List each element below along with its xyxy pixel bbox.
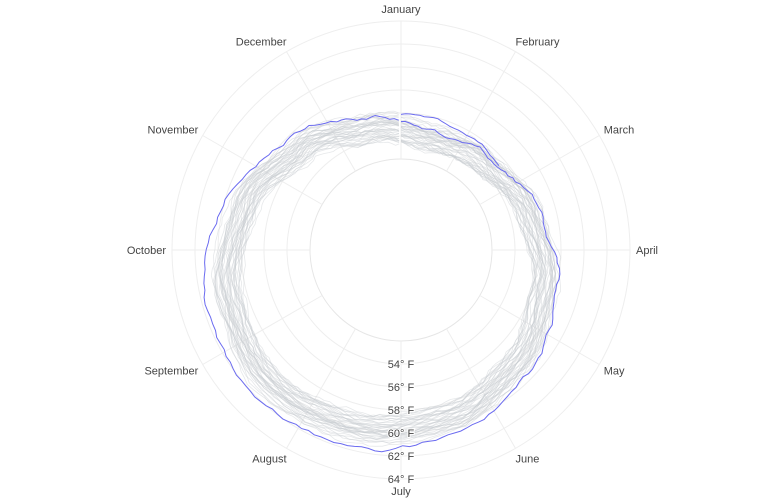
historical-trace: [232, 131, 545, 428]
grid-spoke: [479, 135, 600, 205]
highlighted-trace-continued: [400, 113, 500, 167]
historical-trace: [226, 120, 547, 433]
historical-trace: [218, 121, 553, 438]
month-label: August: [252, 454, 286, 466]
historical-trace: [214, 120, 554, 441]
radial-tick-label: 64° F: [388, 474, 415, 486]
historical-trace: [212, 111, 557, 447]
historical-trace: [233, 136, 538, 423]
historical-trace: [220, 121, 554, 434]
grid-spoke: [446, 328, 516, 449]
historical-trace: [229, 130, 541, 428]
radial-tick-label: 58° F: [388, 405, 415, 417]
historical-trace: [238, 133, 538, 418]
historical-trace: [233, 133, 541, 424]
month-label: April: [636, 245, 658, 257]
month-label: February: [516, 36, 561, 48]
historical-trace: [224, 129, 543, 428]
month-label: May: [604, 366, 625, 378]
historical-trace: [216, 114, 562, 441]
historical-trace: [234, 139, 538, 418]
historical-trace: [238, 134, 534, 425]
historical-trace: [221, 122, 553, 436]
grid-spoke: [479, 295, 600, 365]
historical-trace: [233, 135, 536, 420]
labels: January February March April May June July Augu…: [126, 3, 659, 499]
radial-tick-label: 54° F: [388, 359, 415, 371]
historical-trace: [219, 120, 552, 434]
historical-trace: [227, 130, 542, 429]
month-label: November: [148, 125, 199, 137]
historical-trace: [215, 115, 552, 444]
historical-trace: [221, 118, 553, 435]
historical-trace: [223, 126, 547, 430]
grid-spoke: [202, 295, 323, 365]
historical-trace: [219, 122, 553, 437]
historical-trace: [219, 117, 554, 439]
month-label: January: [381, 4, 421, 16]
historical-trace: [217, 116, 556, 438]
historical-trace: [210, 110, 562, 443]
radial-tick-label: 60° F: [388, 428, 415, 440]
historical-trace: [228, 132, 543, 426]
month-label: September: [144, 366, 198, 378]
grid: [171, 20, 631, 480]
grid-spoke: [286, 51, 356, 172]
traces: [203, 110, 562, 453]
historical-trace: [238, 136, 535, 421]
historical-trace: [213, 116, 556, 444]
historical-trace: [229, 124, 545, 433]
historical-trace: [226, 123, 549, 438]
highlighted-trace: [203, 114, 561, 453]
historical-trace: [218, 126, 548, 436]
month-label: March: [604, 125, 635, 137]
month-label: June: [516, 454, 540, 466]
historical-trace: [227, 127, 547, 433]
historical-trace: [225, 123, 551, 432]
historical-trace: [221, 120, 556, 436]
grid-circle: [286, 135, 516, 365]
month-label: December: [236, 36, 287, 48]
historical-trace: [234, 141, 537, 418]
grid-spoke: [286, 328, 356, 449]
historical-trace: [230, 129, 546, 426]
radial-tick-label: 62° F: [388, 451, 415, 463]
grid-spoke: [202, 135, 323, 205]
historical-trace: [231, 128, 542, 429]
month-label: July: [391, 486, 411, 498]
historical-trace: [238, 136, 541, 421]
grid-spoke: [446, 51, 516, 172]
historical-trace: [242, 137, 536, 419]
radial-tick-label: 56° F: [388, 382, 415, 394]
month-label: October: [127, 245, 166, 257]
inner-circle: [309, 158, 493, 342]
